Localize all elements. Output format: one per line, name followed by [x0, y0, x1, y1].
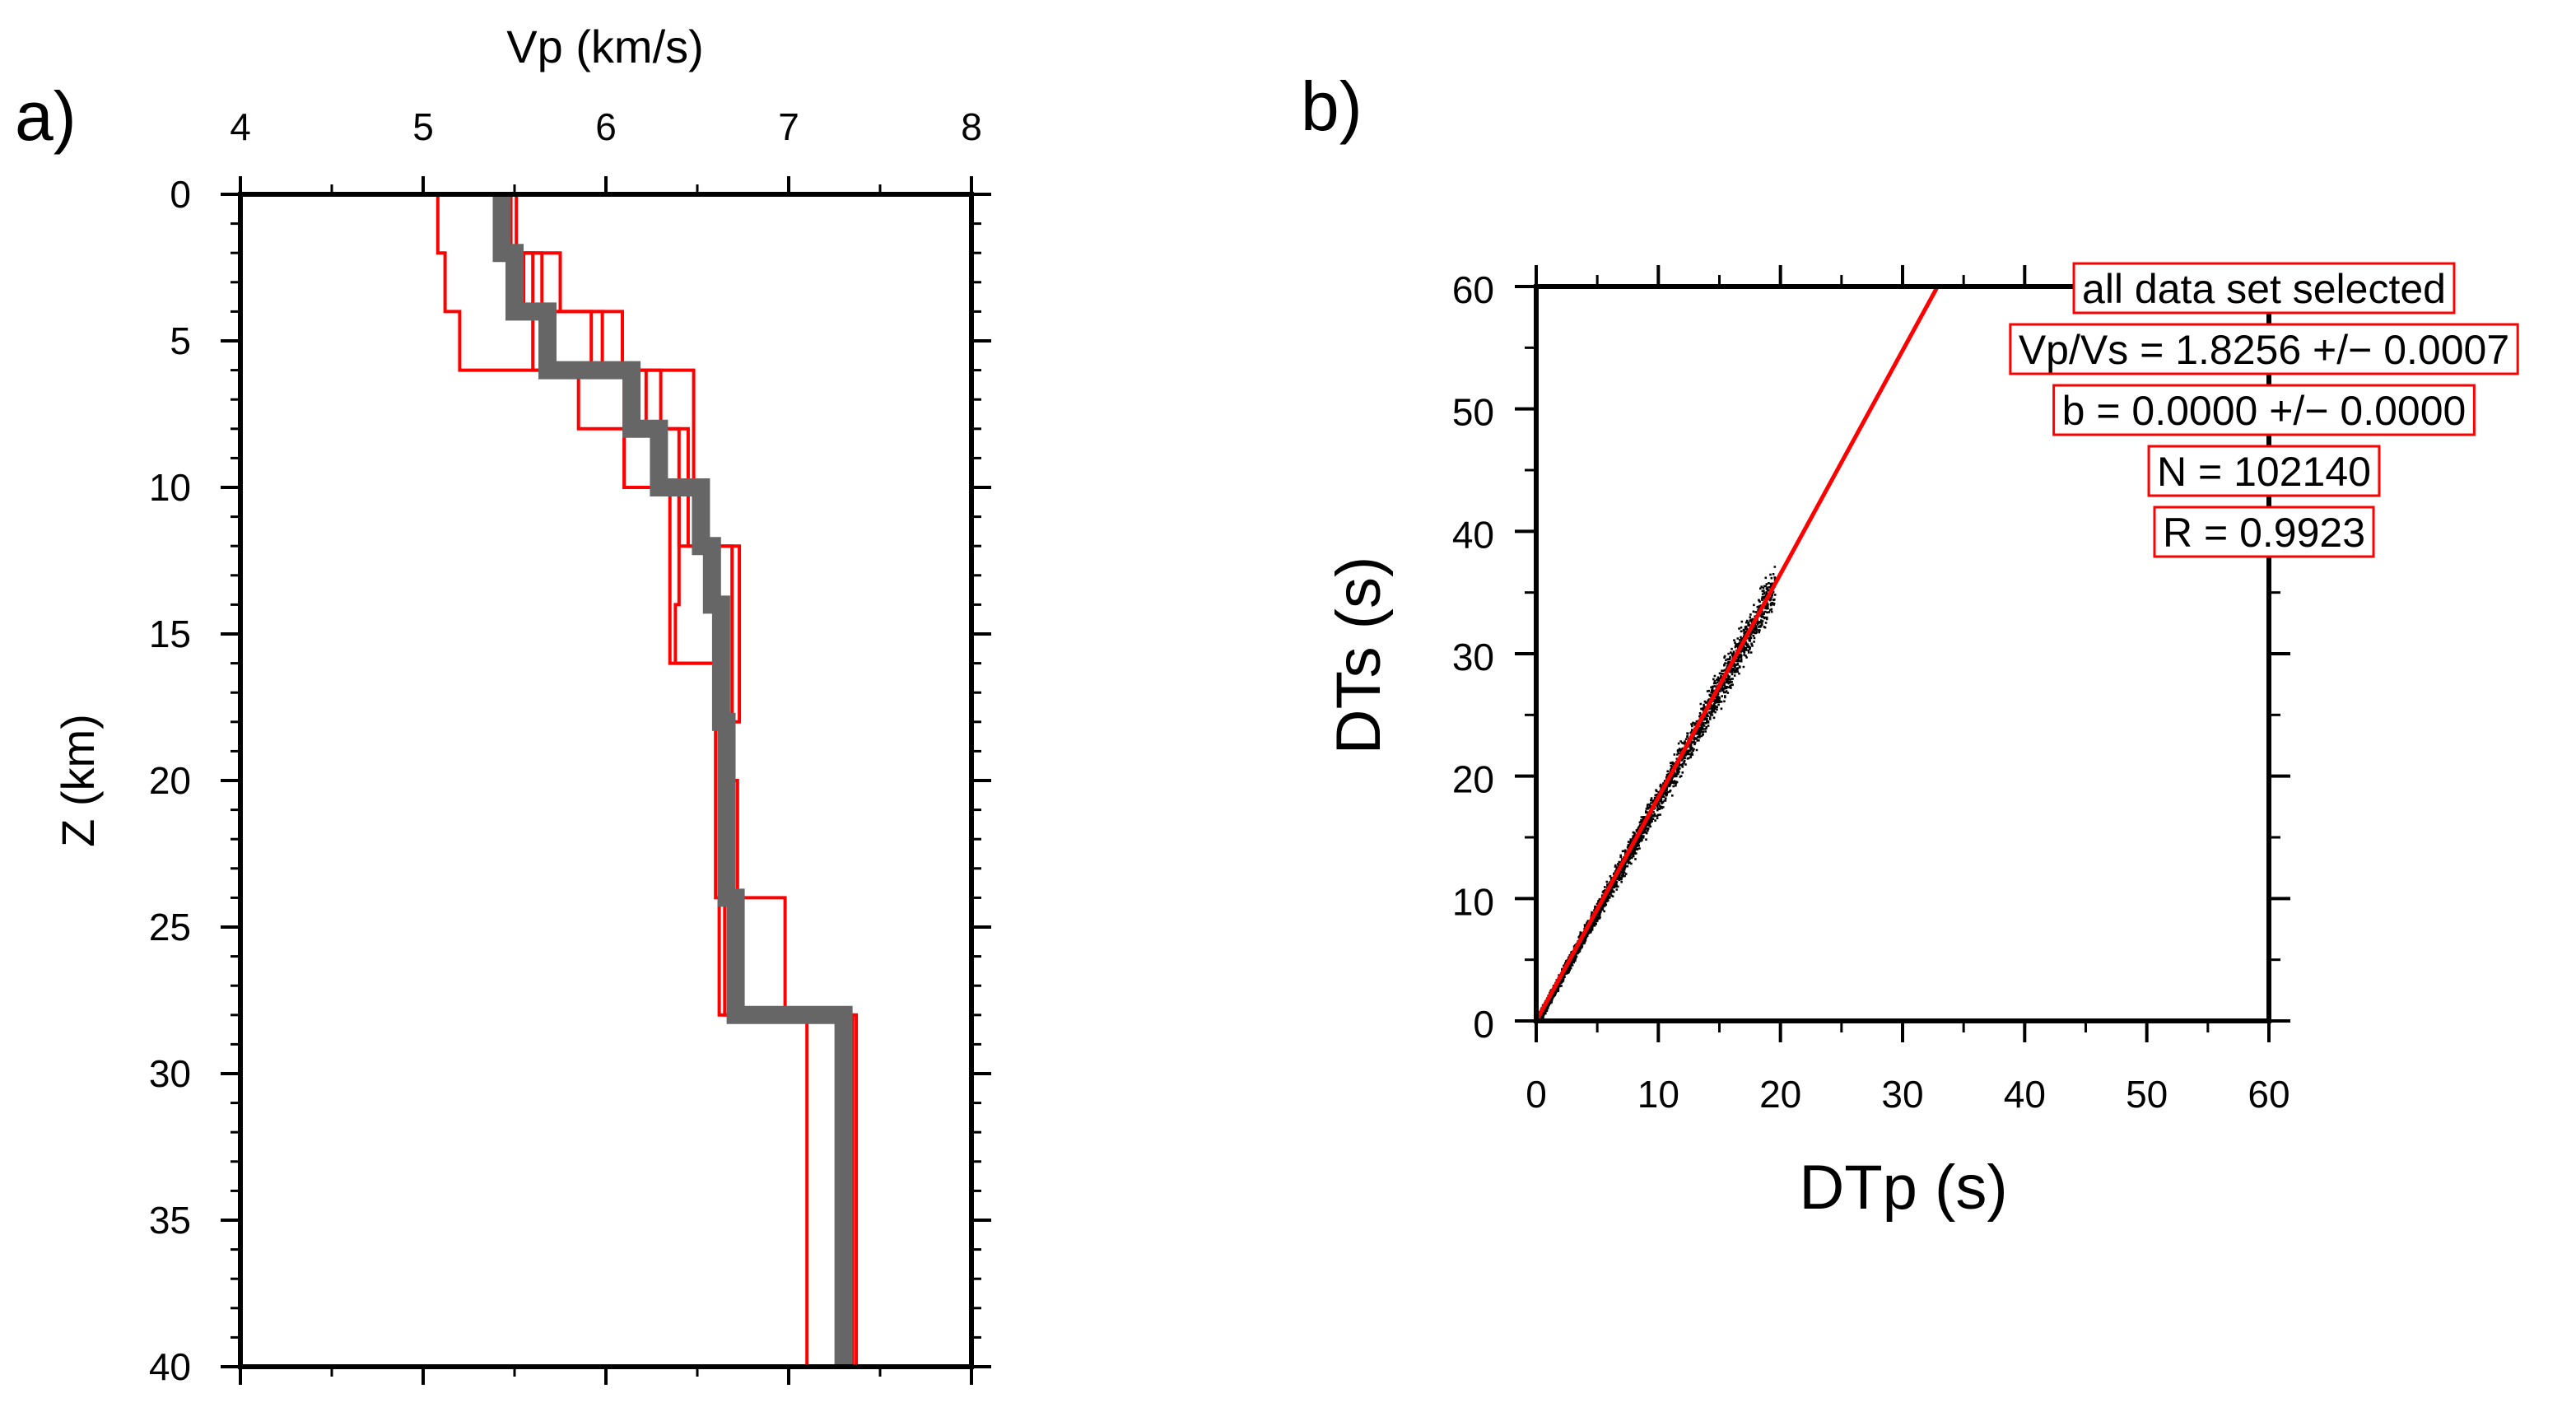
regression-line	[1534, 285, 1940, 1023]
annotation-text: R = 0.9923	[2163, 510, 2365, 556]
panel-a-y-tick-label: 20	[149, 759, 191, 802]
annotation-text: all data set selected	[2082, 266, 2446, 312]
panel-b-x-tick-label: 60	[2248, 1073, 2290, 1116]
panel-a-y-tick-label: 10	[149, 466, 191, 509]
panel-b-dtp-dts-scatter: b) DTp (s) DTs (s) 0 10 20 30 40 50 60 0 10 20 30 4…	[1301, 68, 2519, 1223]
panel-b-x-tick-label: 30	[1881, 1073, 1923, 1116]
panel-b-y-tick-label: 20	[1452, 758, 1494, 801]
velocity-model-final	[492, 194, 853, 1367]
panel-b-fit	[1534, 285, 1940, 1023]
annotation-box-1: Vp/Vs = 1.8256 +/− 0.0007	[2009, 323, 2519, 375]
panel-a-frame	[238, 192, 974, 1369]
panel-a-y-tick-label: 30	[149, 1052, 191, 1095]
panel-a-y-tick-label: 0	[170, 173, 191, 216]
panel-b-annotations: all data set selected Vp/Vs = 1.8256 +/− …	[2009, 262, 2519, 558]
panel-b-y-tick-label: 10	[1452, 880, 1494, 923]
velocity-model-trial-5	[498, 194, 840, 1367]
panel-a-x-tick-label: 7	[778, 105, 799, 148]
panel-a-models	[436, 194, 859, 1367]
annotation-text: b = 0.0000 +/− 0.0000	[2062, 388, 2467, 434]
annotation-text: Vp/Vs = 1.8256 +/− 0.0007	[2019, 327, 2509, 373]
annotation-border	[2009, 323, 2519, 375]
panel-b-y-tick-label: 50	[1452, 391, 1494, 434]
panel-b-x-tick-label: 50	[2126, 1073, 2168, 1116]
panel-b-y-tick-label: 60	[1452, 268, 1494, 311]
annotation-border	[2153, 506, 2375, 558]
annotation-border	[2072, 262, 2456, 315]
panel-a-y-tick-label: 15	[149, 613, 191, 655]
panel-a-axes: 4 5 6 7 8 0 5 10 15 20 25 30 35 40	[149, 105, 991, 1388]
annotation-border	[2147, 445, 2381, 497]
annotation-box-3: N = 102140	[2147, 445, 2381, 497]
panel-b-label: b)	[1301, 68, 1363, 145]
panel-a-label: a)	[15, 77, 77, 155]
annotation-box-0: all data set selected	[2072, 262, 2456, 315]
annotation-border	[2052, 384, 2476, 436]
panel-b-y-axis-title: DTs (s)	[1324, 557, 1394, 755]
panel-b-y-tick-label: 0	[1473, 1003, 1494, 1046]
annotation-box-4: R = 0.9923	[2153, 506, 2375, 558]
panel-b-x-tick-label: 0	[1526, 1073, 1547, 1116]
panel-a-velocity-profile: a) Vp (km/s) Z (km) 4 5 6 7 8051015202530354…	[15, 21, 991, 1388]
panel-b-x-tick-label: 40	[2004, 1073, 2046, 1116]
panel-a-x-tick-label: 8	[961, 105, 982, 148]
panel-a-y-tick-label: 40	[149, 1345, 191, 1388]
panel-a-x-tick-label: 5	[412, 105, 434, 148]
panel-a-y-tick-label: 5	[170, 319, 191, 362]
panel-a-y-tick-label: 25	[149, 906, 191, 948]
panel-a-y-tick-label: 35	[149, 1199, 191, 1242]
panel-a-y-axis-title: Z (km)	[52, 714, 104, 847]
panel-b-x-tick-label: 10	[1637, 1073, 1679, 1116]
panel-b-x-axis-title: DTp (s)	[1799, 1153, 2007, 1223]
panel-a-x-tick-label: 6	[595, 105, 617, 148]
panel-a-x-axis-title: Vp (km/s)	[506, 21, 704, 72]
panel-b-y-tick-label: 30	[1452, 636, 1494, 678]
panel-b-x-tick-label: 20	[1759, 1073, 1801, 1116]
panel-b-y-tick-label: 40	[1452, 513, 1494, 556]
annotation-text: N = 102140	[2157, 449, 2371, 495]
panel-b-frame	[1534, 284, 2271, 1023]
annotation-box-2: b = 0.0000 +/− 0.0000	[2052, 384, 2476, 436]
panel-a-x-tick-label: 4	[230, 105, 251, 148]
